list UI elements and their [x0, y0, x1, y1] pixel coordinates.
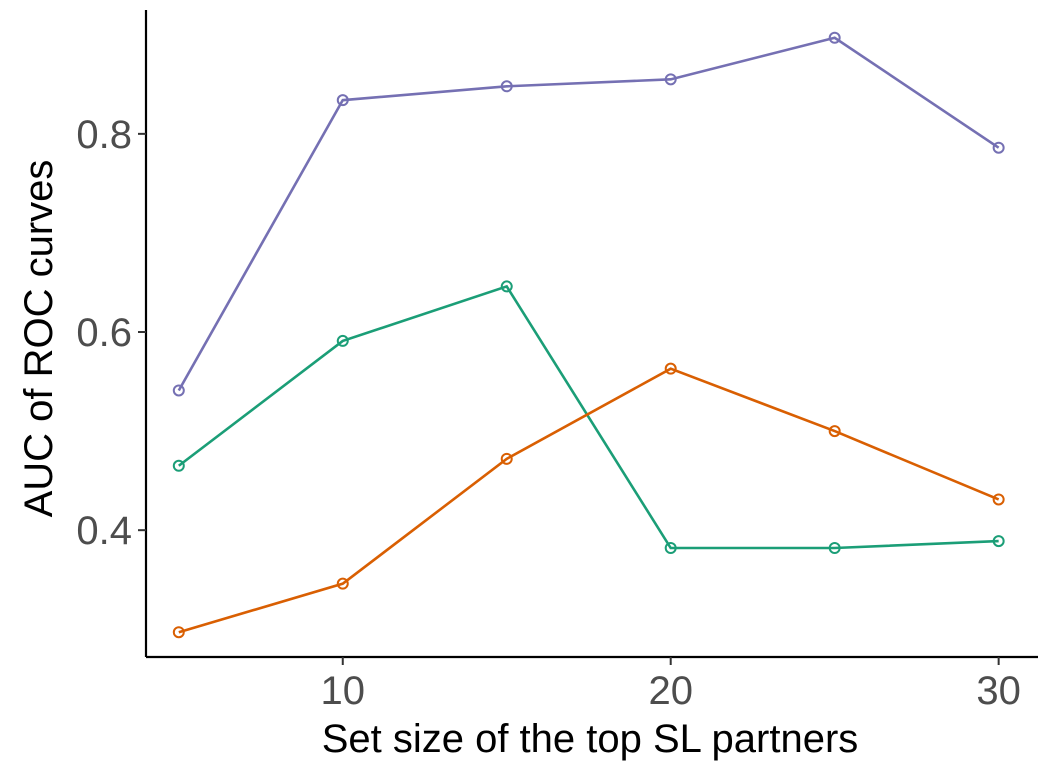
- data-point: [336, 334, 349, 347]
- series-line: [177, 36, 1000, 392]
- plot-area: [172, 31, 1005, 639]
- data-point: [992, 535, 1005, 548]
- data-point: [664, 362, 677, 375]
- data-point: [992, 493, 1005, 506]
- data-point: [500, 280, 513, 293]
- data-point: [336, 94, 349, 107]
- x-tick-label: 30: [976, 669, 1021, 713]
- data-point: [664, 542, 677, 555]
- data-point: [500, 452, 513, 465]
- series-2: [172, 280, 1005, 555]
- y-tick-label: 0.8: [76, 113, 132, 157]
- y-axis-ticks: 0.4 0.6 0.8: [76, 113, 146, 553]
- series-line: [178, 284, 999, 550]
- x-axis-ticks: 10 20 30: [321, 657, 1021, 713]
- data-point: [992, 141, 1005, 154]
- x-axis-title: Set size of the top SL partners: [322, 717, 859, 761]
- series-1: [172, 31, 1005, 397]
- series-line: [178, 367, 1000, 634]
- data-point: [172, 626, 185, 639]
- data-point: [172, 384, 185, 397]
- data-point: [664, 73, 677, 86]
- y-tick-label: 0.4: [76, 509, 132, 553]
- y-tick-label: 0.6: [76, 311, 132, 355]
- data-point: [828, 542, 841, 555]
- y-axis-title: AUC of ROC curves: [17, 160, 61, 518]
- series-3: [172, 362, 1005, 639]
- x-tick-label: 10: [321, 669, 366, 713]
- data-point: [828, 425, 841, 438]
- data-point: [828, 31, 841, 44]
- data-point: [500, 80, 513, 93]
- data-point: [172, 459, 185, 472]
- x-tick-label: 20: [648, 669, 693, 713]
- data-point: [336, 577, 349, 590]
